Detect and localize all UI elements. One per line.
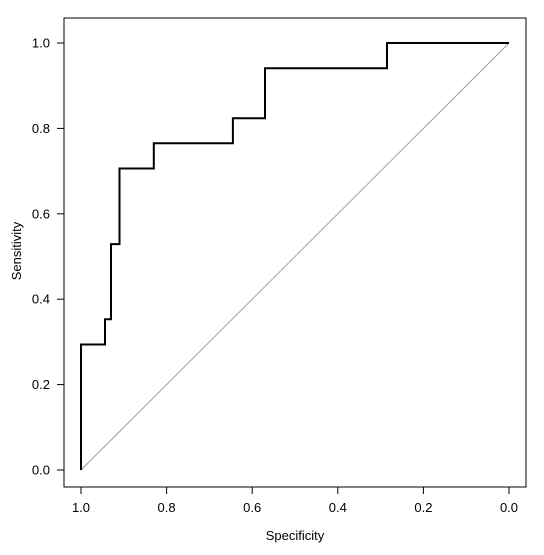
plot-frame [63,17,527,488]
x-tick-label: 0.8 [158,500,176,515]
y-tick-label: 0.8 [32,121,50,136]
x-tick-label: 0.2 [414,500,432,515]
x-tick-label: 0.6 [243,500,261,515]
y-tick-label: 0.6 [32,206,50,221]
y-axis: 0.0 0.2 0.4 0.6 0.8 1.0 [32,36,65,478]
y-tick-label: 1.0 [32,36,50,51]
roc-curve [80,42,509,470]
y-tick-label: 0.2 [32,377,50,392]
series-layer [80,42,510,471]
x-axis: 1.0 0.8 0.6 0.4 0.2 0.0 [72,486,518,515]
y-axis-label: Sensitivity [9,221,24,280]
reference-diagonal-line [80,42,510,471]
x-axis-label: Specificity [266,528,325,543]
x-tick-label: 1.0 [72,500,90,515]
x-tick-label: 0.4 [329,500,347,515]
y-tick-label: 0.4 [32,292,50,307]
y-tick-label: 0.0 [32,463,50,478]
x-tick-label: 0.0 [500,500,518,515]
